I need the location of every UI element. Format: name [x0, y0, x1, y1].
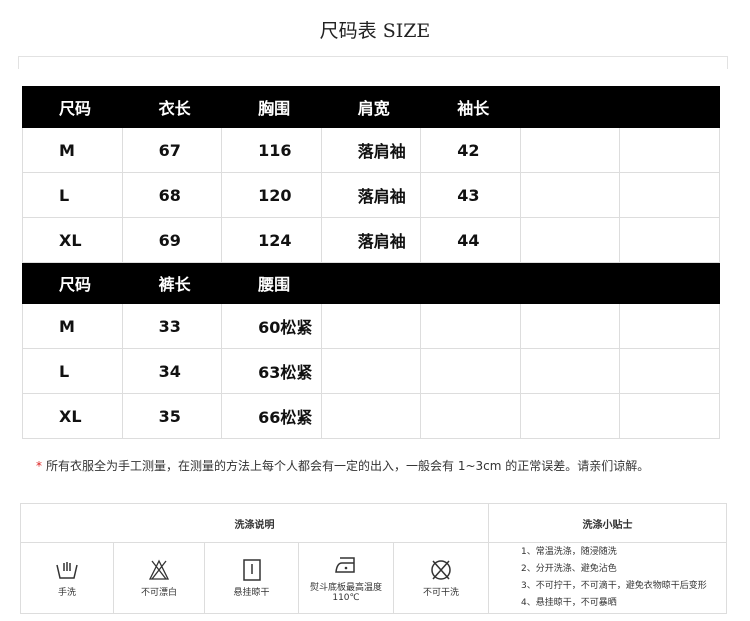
note-text: 所有衣服全为手工测量，在测量的方法上每个人都会有一定的出入，一般会有 1~3cm… — [46, 459, 650, 473]
table-row-cell: 43 — [420, 172, 521, 218]
wash-tips: 1、常温洗涤，随浸随洗 2、分开洗涤、避免沾色 3、不可拧干，不可滴干，避免衣物… — [488, 542, 727, 614]
no-dry-clean-icon — [431, 559, 451, 580]
tip-item: 1、常温洗涤，随浸随洗 — [521, 547, 617, 557]
table-row: M 33 60松紧 — [22, 303, 720, 349]
table-row: L 68 120 落肩袖 43 — [22, 172, 720, 218]
table-row-cell — [519, 303, 621, 349]
table-row-cell — [320, 393, 422, 439]
header-row-cell — [619, 86, 720, 128]
table-row-cell: M — [22, 303, 123, 349]
header-row-cell — [420, 262, 521, 304]
wash-title: 洗涤说明 — [20, 503, 489, 543]
table-row-cell — [519, 393, 621, 439]
table-row-cell — [619, 217, 720, 263]
table-row-cell — [320, 303, 422, 349]
table-row-cell — [619, 303, 720, 349]
table-row-cell: XL — [22, 217, 123, 263]
table-row-cell — [619, 127, 720, 173]
tip-item: 3、不可拧干，不可滴干，避免衣物晾干后变形 — [521, 581, 707, 591]
table-row-cell: XL — [22, 393, 123, 439]
table-row-cell: 42 — [420, 127, 521, 173]
iron-icon — [335, 556, 355, 573]
header-row-cell: 衣长 — [121, 86, 223, 128]
table-row-cell: 落肩袖 — [320, 217, 422, 263]
header-row-cell — [320, 262, 422, 304]
table-row-cell: 116 — [221, 127, 322, 173]
table-row-cell: 68 — [121, 172, 223, 218]
table-row-cell: 124 — [221, 217, 322, 263]
header-row-cell — [619, 262, 720, 304]
table-row-cell: M — [22, 127, 123, 173]
table-row-cell: 35 — [121, 393, 223, 439]
wash-item-no-dry-clean: 不可干洗 — [393, 542, 489, 614]
table-row: XL 69 124 落肩袖 44 — [22, 217, 720, 263]
table-row-cell: 34 — [121, 348, 223, 394]
table-row: XL 35 66松紧 — [22, 393, 720, 439]
table-row-cell: L — [22, 348, 123, 394]
header-row-cell: 胸围 — [221, 86, 322, 128]
table-row: L 34 63松紧 — [22, 348, 720, 394]
tip-item: 4、悬挂晾干，不可暴晒 — [521, 598, 617, 608]
hand-wash-icon — [56, 561, 78, 579]
note-star: * — [36, 459, 42, 473]
table-row-cell: 44 — [420, 217, 521, 263]
header-row: 尺码 衣长 胸围 肩宽 袖长 — [22, 86, 720, 128]
header-row-cell: 腰围 — [221, 262, 322, 304]
measurement-note: * 所有衣服全为手工测量，在测量的方法上每个人都会有一定的出入，一般会有 1~3c… — [36, 457, 649, 474]
header-row-cell — [519, 262, 621, 304]
header-row-cell — [519, 86, 621, 128]
table-row-cell: L — [22, 172, 123, 218]
table-row-cell: 60松紧 — [221, 303, 322, 349]
table-row-cell — [519, 217, 621, 263]
wash-item-no-bleach: 不可漂白 — [113, 542, 205, 614]
table-row-cell — [619, 348, 720, 394]
wash-item-iron: 熨斗底板最高温度110℃ — [298, 542, 394, 614]
table-row-cell: 63松紧 — [221, 348, 322, 394]
tips-title: 洗涤小贴士 — [488, 503, 727, 543]
table-row-cell — [619, 393, 720, 439]
table-row-cell: 69 — [121, 217, 223, 263]
header-row-cell: 尺码 — [22, 262, 123, 304]
wash-item-hang-dry: 悬挂晾干 — [204, 542, 299, 614]
table-row-cell — [420, 303, 521, 349]
page-title: 尺码表 SIZE — [319, 20, 431, 42]
header-row-cell: 肩宽 — [320, 86, 422, 128]
wash-table: 洗涤说明 洗涤小贴士 手洗 不可漂白 悬挂晾干 熨斗底板最高温度110℃ 不可干洗… — [20, 503, 727, 614]
size-table: 尺码 衣长 胸围 肩宽 袖长 M 67 116 落肩袖 42 L 68 120 落肩袖 43 XL 69 124 落… — [22, 86, 720, 439]
table-row-cell — [420, 348, 521, 394]
table-row-cell — [519, 348, 621, 394]
header-row-cell: 尺码 — [22, 86, 123, 128]
no-bleach-icon — [148, 559, 170, 580]
header-row-cell: 裤长 — [121, 262, 223, 304]
header-row-cell: 袖长 — [420, 86, 521, 128]
table-row-cell — [619, 172, 720, 218]
table-row-cell — [519, 172, 621, 218]
table-row-cell: 66松紧 — [221, 393, 322, 439]
table-row: M 67 116 落肩袖 42 — [22, 127, 720, 173]
hang-dry-icon — [242, 558, 261, 581]
table-row-cell: 落肩袖 — [320, 172, 422, 218]
divider-box — [18, 56, 728, 69]
table-row-cell — [320, 348, 422, 394]
table-row-cell: 33 — [121, 303, 223, 349]
wash-item-hand-wash: 手洗 — [20, 542, 114, 614]
table-row-cell: 67 — [121, 127, 223, 173]
header-row: 尺码 裤长 腰围 — [22, 262, 720, 304]
table-row-cell — [420, 393, 521, 439]
table-row-cell — [519, 127, 621, 173]
tip-item: 2、分开洗涤、避免沾色 — [521, 564, 617, 574]
table-row-cell: 落肩袖 — [320, 127, 422, 173]
table-row-cell: 120 — [221, 172, 322, 218]
